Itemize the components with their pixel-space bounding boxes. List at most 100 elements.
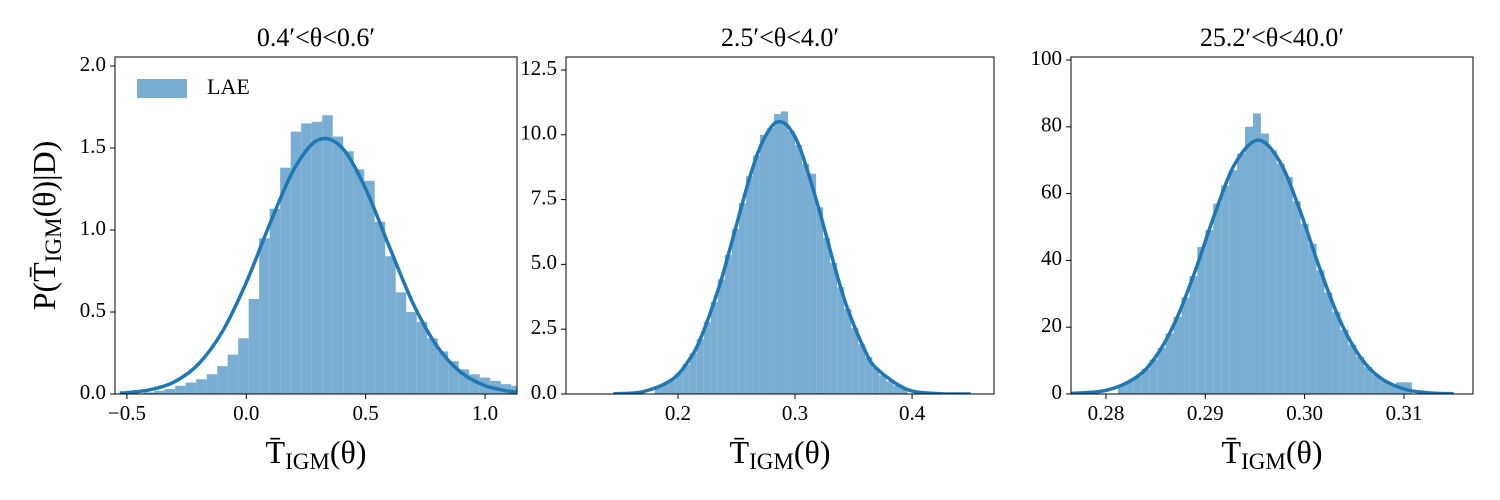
histogram-bar	[851, 328, 859, 394]
histogram-bar	[865, 357, 873, 394]
histogram-bar	[1324, 292, 1333, 394]
histogram-bar	[1149, 359, 1158, 394]
histogram-bar	[1348, 344, 1357, 394]
axes-frame	[1070, 56, 1474, 395]
x-tick-label: 1.0	[472, 401, 498, 425]
axes-frame	[565, 56, 995, 395]
histogram-bar	[809, 173, 817, 394]
panel-title: 25.2′<θ<40.0′	[1200, 23, 1344, 52]
plot-area	[613, 111, 971, 394]
histogram-bar	[773, 114, 781, 394]
plot-area	[1071, 113, 1454, 394]
histogram-bar	[675, 373, 683, 394]
histogram-bar	[332, 136, 344, 394]
histogram-bar	[269, 208, 281, 394]
histogram-bar	[886, 381, 894, 394]
y-tick-label: 0.0	[531, 380, 557, 404]
histogram-bar	[448, 361, 459, 394]
x-tick-label: 0.31	[1386, 401, 1423, 425]
x-tick-label: 0.29	[1187, 401, 1224, 425]
legend-label: LAE	[207, 74, 250, 99]
histogram-bar	[1372, 374, 1381, 394]
panel-title: 2.5′<θ<4.0′	[721, 23, 839, 52]
histogram-bar	[427, 338, 438, 394]
histogram-bar	[301, 123, 312, 394]
histogram-bar	[724, 254, 732, 394]
histogram-bar	[206, 374, 218, 394]
histogram-bar	[745, 176, 753, 394]
x-tick-label: 0.30	[1286, 401, 1323, 425]
histogram-bar	[893, 385, 901, 394]
label-part: P(T̄	[26, 262, 62, 310]
histogram-bar	[1157, 347, 1166, 394]
histogram-bar	[879, 375, 887, 394]
panel-title: 0.4′<θ<0.6′	[257, 23, 375, 52]
histogram-bar	[511, 385, 517, 394]
label-subscript: IGM	[285, 448, 330, 474]
y-tick-label: 80	[1041, 113, 1062, 137]
axis-label: T̄IGM(θ)	[266, 434, 367, 474]
histogram-bar	[322, 115, 333, 394]
fit-curve	[613, 120, 971, 394]
histogram-bar	[654, 387, 662, 394]
y-tick-label: 2.5	[531, 315, 557, 339]
histogram-bar	[1165, 333, 1174, 394]
histogram-bar	[1316, 270, 1325, 394]
label-part: (θ)	[330, 434, 367, 470]
histogram-bar	[353, 169, 365, 394]
fit-curve	[1071, 138, 1454, 394]
histogram-bar	[710, 301, 718, 394]
x-tick-label: 0.5	[353, 401, 379, 425]
y-tick-label: 10.0	[520, 121, 557, 145]
histogram-bar	[900, 388, 908, 394]
histogram-bar	[872, 367, 880, 394]
label-part: (θ)	[1286, 434, 1323, 470]
axis-label: T̄IGM(θ)	[1222, 434, 1323, 474]
fit-curve	[119, 136, 517, 394]
y-tick-label: 100	[1031, 46, 1063, 70]
label-subscript: IGM	[1241, 448, 1286, 474]
plot-area	[119, 115, 517, 394]
histogram-bar	[1133, 376, 1142, 394]
histogram-bar	[248, 298, 260, 394]
axis-label: T̄IGM(θ)	[730, 434, 831, 474]
histogram-bar	[154, 390, 165, 394]
histogram-bar	[1268, 150, 1277, 394]
histogram-bar	[717, 279, 725, 394]
y-tick-label: 1.0	[80, 216, 106, 240]
histogram-bar	[731, 228, 739, 394]
histogram-bar	[1356, 356, 1365, 394]
histogram-bar	[1403, 382, 1412, 394]
histogram-bar	[689, 353, 697, 394]
histogram-bar	[1221, 185, 1230, 394]
histogram-bar	[1189, 276, 1198, 394]
histogram-bar	[1117, 385, 1126, 394]
histogram-bar	[196, 379, 207, 394]
histogram-bar	[1388, 384, 1397, 394]
y-tick-label: 5.0	[531, 250, 557, 274]
histogram-bar	[703, 321, 711, 394]
y-tick-label: 0.5	[80, 298, 106, 322]
histogram-bar	[738, 203, 746, 394]
histogram-bar	[1292, 201, 1301, 394]
histogram-bar	[1205, 230, 1214, 394]
histogram-bar	[830, 263, 838, 394]
histogram-bar	[1237, 153, 1246, 394]
axes-frame	[114, 56, 518, 395]
histogram-bar	[1332, 312, 1341, 394]
label-subscript: IGM	[749, 448, 794, 474]
histogram-bar	[437, 351, 449, 394]
histogram-bar	[259, 238, 270, 394]
label-part: T̄	[266, 434, 286, 470]
histogram-bar	[816, 207, 824, 394]
histogram-bar	[823, 237, 831, 394]
histogram-bar	[280, 167, 291, 394]
histogram-bar	[752, 155, 760, 394]
histogram-bar	[766, 127, 774, 394]
histogram-bar	[1284, 176, 1293, 394]
label-part: (θ)	[794, 434, 831, 470]
histogram-bar	[1260, 133, 1269, 394]
histogram-bar	[385, 256, 396, 394]
histogram-bar	[858, 344, 866, 394]
